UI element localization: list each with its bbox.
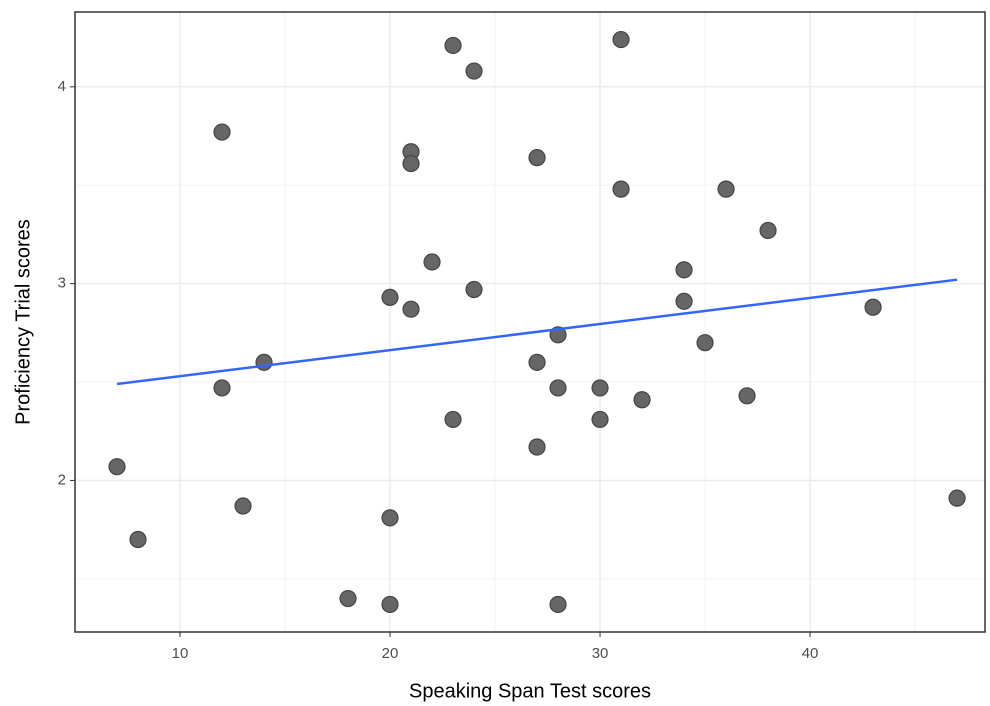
point [528, 149, 546, 167]
grid [75, 12, 985, 632]
x-tick-label: 30 [592, 645, 609, 662]
x-axis-label: Speaking Span Test scores [409, 680, 651, 702]
point [213, 123, 231, 141]
y-tick-label: 3 [58, 275, 66, 292]
x-tick-label: 10 [172, 645, 189, 662]
point [423, 253, 441, 271]
point [108, 458, 126, 476]
point [549, 379, 567, 397]
point [402, 154, 420, 173]
point [465, 280, 483, 299]
point [717, 180, 735, 198]
trend-line [116, 278, 958, 386]
point [129, 530, 147, 549]
y-tick-label: 4 [58, 78, 66, 95]
point [612, 180, 630, 198]
point [549, 595, 567, 614]
point [339, 589, 357, 608]
point [381, 595, 399, 614]
point [444, 410, 462, 429]
point [675, 292, 693, 310]
y-axis-label: Proficiency Trial scores [12, 219, 34, 425]
point [528, 353, 546, 371]
point [948, 489, 966, 507]
point [528, 438, 546, 456]
point [738, 387, 756, 405]
point [591, 410, 609, 429]
point [591, 379, 609, 397]
point [402, 300, 420, 318]
point [864, 298, 882, 316]
x-tick-label: 40 [802, 645, 819, 662]
point [633, 391, 651, 409]
point [381, 509, 399, 527]
point [696, 334, 714, 352]
point [234, 497, 252, 515]
point [381, 288, 399, 306]
point [465, 62, 483, 80]
point [612, 30, 630, 49]
x-tick-label: 20 [382, 645, 399, 662]
marks [108, 30, 966, 614]
panel-border [74, 11, 986, 633]
y-tick-label: 2 [58, 471, 66, 488]
point [759, 221, 777, 240]
point [444, 36, 462, 55]
point [675, 261, 693, 279]
point [255, 353, 273, 371]
point [213, 379, 231, 397]
